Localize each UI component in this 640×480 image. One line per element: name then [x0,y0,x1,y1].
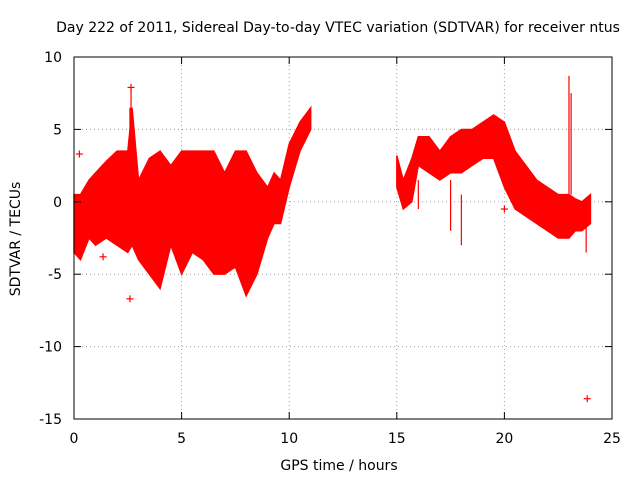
x-tick-label: 20 [495,431,513,447]
y-tick-label: -15 [39,412,62,428]
y-tick-label: 5 [53,122,62,138]
data-point [99,253,107,261]
y-tick-label: -5 [48,267,62,283]
data-point [75,150,83,158]
x-tick-label: 10 [280,431,298,447]
axes: 0 5 10 15 20 25 -15 -10 -5 0 5 10 [39,50,621,447]
series-band-0 [73,105,312,298]
data-series [73,75,592,403]
y-tick-label: 0 [53,195,62,211]
x-tick-label: 25 [603,431,621,447]
x-tick-label: 15 [388,431,406,447]
chart-title: Day 222 of 2011, Sidereal Day-to-day VTE… [56,20,620,36]
plot-frame [73,56,613,420]
x-tick-label: 5 [177,431,186,447]
y-tick-label: -10 [39,340,62,356]
data-point [583,395,591,403]
x-tick-label: 0 [70,431,79,447]
series-band-1 [396,114,592,239]
data-point [126,295,134,303]
y-axis-label: SDTVAR / TECUs [8,182,24,297]
y-tick-label: 10 [44,50,62,66]
x-axis-label: GPS time / hours [280,458,397,474]
data-point [500,205,508,213]
data-point [127,83,135,91]
